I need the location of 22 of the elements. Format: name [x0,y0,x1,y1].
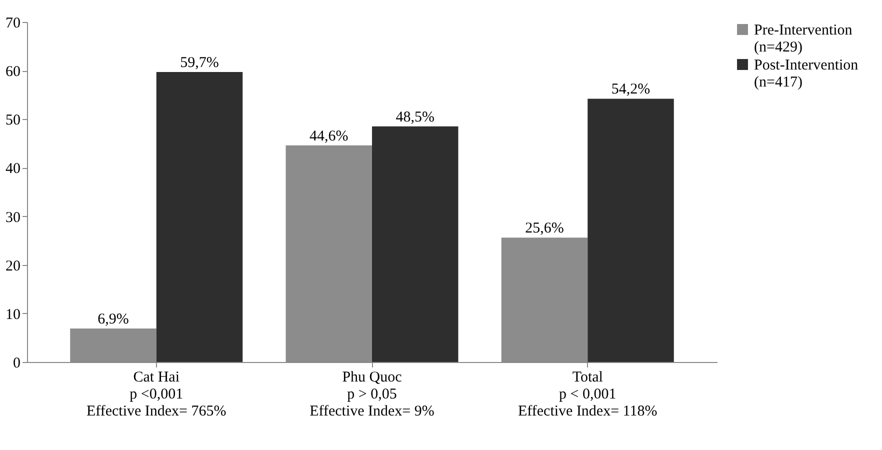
y-tick-label: 10 [6,306,20,323]
data-label: 48,5% [396,109,434,126]
data-label: 44,6% [310,128,348,144]
x-tick-label: Cat Hai p <0,001 Effective Index= 765% [86,370,226,420]
data-label: 59,7% [180,55,219,72]
y-tick-label: 40 [6,161,20,178]
legend-label: Post-Intervention (n=417) [754,58,859,90]
legend-label: Pre-Intervention (n=429) [754,22,853,56]
bar [372,126,458,362]
y-tick-label: 50 [6,112,20,129]
y-tick-label: 70 [6,16,20,32]
bar [588,98,674,362]
data-label: 54,2% [611,82,650,98]
y-tick-label: 0 [13,356,20,372]
data-label: 6,9% [98,311,129,328]
bar [156,72,243,362]
data-label: 25,6% [525,220,564,237]
x-tick-label: Phu Quoc p > 0,05 Effective Index= 9% [310,370,434,420]
x-tick-label: Total p < 0,001 Effective Index= 118% [518,370,658,420]
y-tick-label: 20 [6,258,20,274]
y-tick-label: 60 [6,64,20,80]
y-tick-label: 30 [6,210,20,226]
